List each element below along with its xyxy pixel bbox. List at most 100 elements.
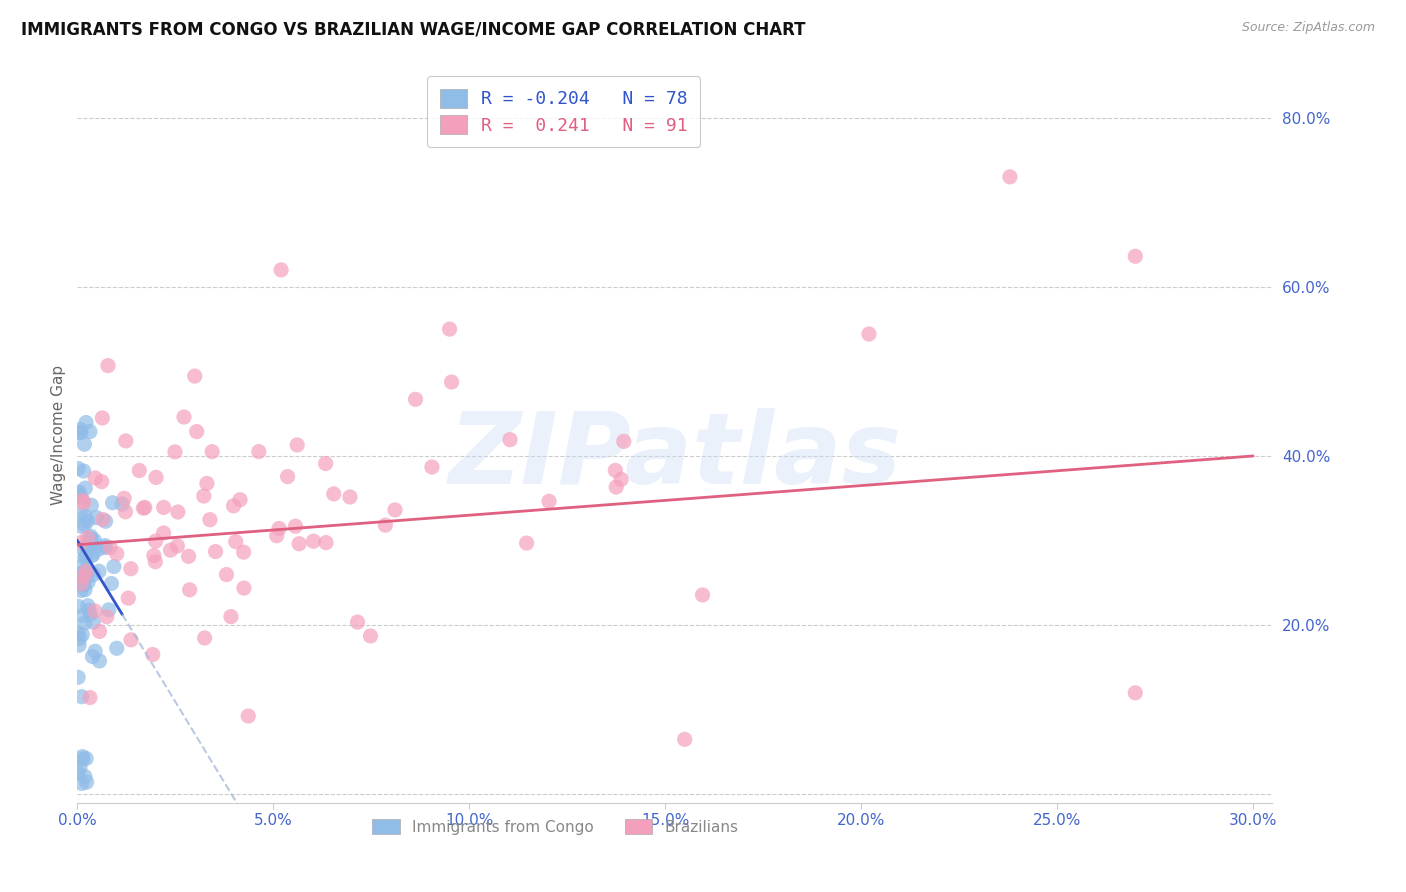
Point [79, 690, 101, 705]
Point [67, 487, 90, 501]
Point [222, 499, 245, 513]
Point [439, 322, 461, 336]
Point [75, 565, 97, 579]
Point [70, 776, 93, 790]
Point [232, 581, 254, 595]
Point [94, 539, 117, 553]
Point [82, 615, 104, 630]
Point [72, 558, 94, 572]
Point [346, 615, 368, 629]
Point [80, 529, 103, 543]
Point [152, 500, 174, 515]
Point [83, 567, 105, 582]
Point [105, 641, 128, 656]
Point [195, 476, 218, 491]
Point [173, 410, 195, 425]
Point [70, 519, 93, 533]
Point [238, 709, 260, 723]
Point [83, 533, 105, 548]
Point [284, 519, 307, 533]
Point [84, 644, 107, 658]
Point [67, 425, 90, 440]
Point [143, 555, 166, 569]
Point [73, 495, 96, 509]
Point [673, 732, 696, 747]
Point [90, 475, 112, 489]
Point [77, 599, 100, 613]
Point [72, 493, 94, 508]
Point [315, 535, 337, 549]
Point [1123, 249, 1146, 263]
Point [77, 574, 100, 589]
Point [166, 505, 188, 519]
Point [266, 529, 288, 543]
Point [79, 425, 101, 439]
Point [82, 547, 104, 561]
Point [76, 775, 98, 789]
Point [75, 509, 97, 524]
Point [120, 632, 142, 647]
Point [166, 539, 188, 553]
Point [73, 550, 96, 565]
Point [89, 624, 111, 639]
Point [998, 169, 1021, 184]
Point [73, 577, 96, 591]
Point [499, 433, 522, 447]
Point [80, 498, 103, 512]
Point [84, 471, 107, 485]
Point [152, 526, 174, 541]
Legend: Immigrants from Congo, Brazilians: Immigrants from Congo, Brazilians [367, 813, 744, 841]
Point [73, 568, 96, 582]
Point [183, 369, 205, 384]
Point [201, 444, 224, 458]
Point [73, 582, 96, 597]
Point [858, 326, 880, 341]
Point [70, 425, 93, 440]
Point [120, 562, 142, 576]
Point [128, 463, 150, 477]
Point [69, 761, 91, 775]
Point [89, 654, 111, 668]
Point [179, 582, 201, 597]
Point [132, 501, 155, 516]
Point [67, 599, 90, 614]
Point [610, 472, 633, 486]
Point [75, 540, 97, 554]
Point [67, 577, 90, 591]
Point [360, 629, 382, 643]
Point [186, 425, 208, 439]
Y-axis label: Wage/Income Gap: Wage/Income Gap [51, 365, 66, 505]
Point [177, 549, 200, 564]
Point [405, 392, 427, 407]
Point [219, 609, 242, 624]
Point [70, 583, 93, 598]
Point [145, 470, 167, 484]
Point [98, 541, 121, 555]
Point [80, 549, 103, 563]
Point [225, 534, 247, 549]
Point [145, 534, 167, 549]
Point [229, 492, 252, 507]
Point [1123, 686, 1146, 700]
Point [67, 485, 90, 500]
Text: Source: ZipAtlas.com: Source: ZipAtlas.com [1241, 21, 1375, 34]
Point [76, 531, 98, 545]
Point [91, 411, 114, 425]
Point [285, 438, 308, 452]
Point [97, 603, 120, 617]
Point [94, 541, 117, 555]
Point [73, 616, 96, 631]
Point [72, 749, 94, 764]
Point [302, 534, 325, 549]
Point [72, 627, 94, 641]
Point [267, 522, 290, 536]
Point [87, 564, 110, 578]
Point [84, 604, 107, 618]
Point [82, 649, 104, 664]
Point [67, 461, 90, 475]
Point [73, 517, 96, 532]
Point [270, 263, 292, 277]
Point [87, 541, 110, 556]
Point [73, 543, 96, 558]
Point [117, 591, 139, 606]
